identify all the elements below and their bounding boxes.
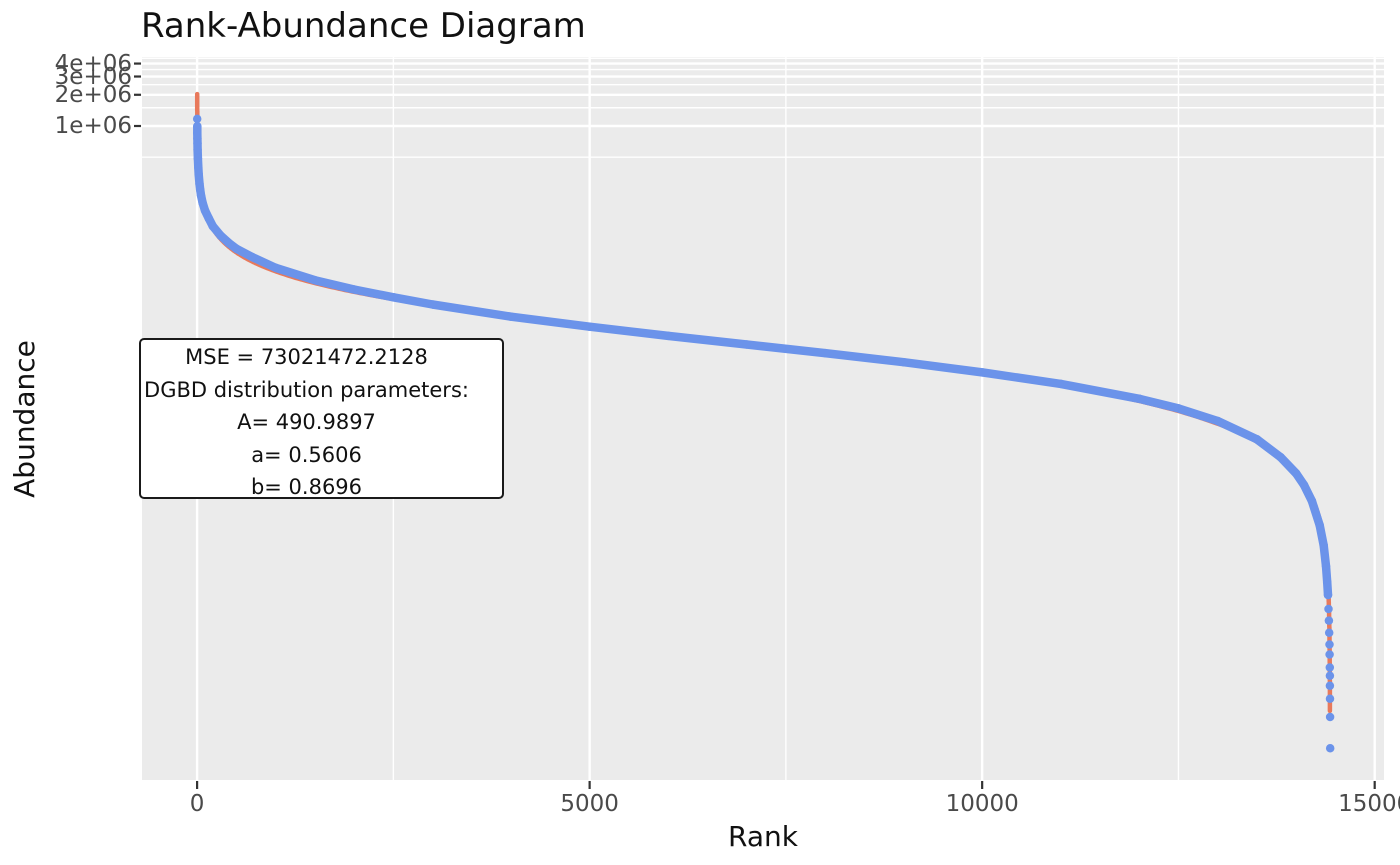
observed-point bbox=[1325, 640, 1334, 649]
observed-point bbox=[1325, 694, 1335, 703]
x-tick-label: 0 bbox=[189, 791, 205, 817]
observed-point bbox=[1213, 416, 1222, 426]
observed-point bbox=[1325, 712, 1335, 722]
observed-point bbox=[1325, 663, 1335, 672]
observed-point bbox=[194, 163, 203, 172]
annotation-line-header: DGBD distribution parameters: bbox=[144, 377, 469, 402]
observed-point bbox=[193, 121, 202, 131]
x-tick-label: 5000 bbox=[560, 791, 619, 817]
observed-point bbox=[1324, 604, 1333, 614]
observed-point bbox=[428, 300, 437, 309]
y-tick-label: 4e+06 bbox=[54, 50, 132, 77]
observed-point bbox=[899, 357, 908, 367]
observed-point bbox=[1325, 671, 1335, 680]
observed-point bbox=[1307, 496, 1317, 506]
observed-point bbox=[585, 322, 594, 331]
observed-point bbox=[224, 238, 233, 247]
observed-point bbox=[389, 293, 398, 302]
x-axis-title: Rank bbox=[728, 820, 798, 853]
observed-point bbox=[1291, 469, 1301, 478]
annotation-line-param-b: b= 0.8696 bbox=[250, 475, 363, 499]
observed-point bbox=[1276, 452, 1285, 462]
observed-point bbox=[1299, 480, 1309, 490]
observed-point bbox=[193, 154, 203, 163]
observed-point bbox=[247, 252, 257, 262]
observed-point bbox=[208, 221, 218, 231]
observed-point bbox=[1174, 404, 1183, 413]
x-tick-label: 15000 bbox=[1338, 791, 1400, 817]
annotation-line-param-a: a= 0.5606 bbox=[251, 442, 362, 467]
observed-point bbox=[1134, 394, 1144, 404]
y-tick-label: 1e+06 bbox=[54, 113, 132, 139]
y-axis-title: Abundance bbox=[8, 340, 41, 498]
observed-point bbox=[1323, 590, 1333, 600]
y-tick-label: 2e+06 bbox=[54, 81, 132, 108]
observed-point bbox=[742, 340, 751, 349]
observed-point bbox=[204, 214, 214, 223]
y-tick-label: 3e+06 bbox=[54, 63, 132, 90]
observed-point bbox=[196, 190, 206, 200]
observed-point bbox=[310, 275, 320, 285]
observed-point bbox=[216, 231, 225, 240]
observed-point bbox=[1325, 681, 1335, 691]
observed-point bbox=[1056, 379, 1065, 389]
annotation-line-param-A: A= 490.9897 bbox=[237, 410, 376, 434]
chart-title: Rank-Abundance Diagram bbox=[141, 6, 586, 46]
observed-point bbox=[1319, 541, 1328, 550]
observed-point bbox=[1321, 561, 1331, 571]
observed-point bbox=[194, 170, 203, 179]
observed-point bbox=[1252, 435, 1262, 444]
observed-point bbox=[1322, 577, 1332, 587]
observed-point bbox=[1325, 650, 1334, 659]
observed-point bbox=[349, 285, 359, 294]
observed-point bbox=[1324, 628, 1334, 637]
observed-point bbox=[820, 348, 830, 358]
observed-point bbox=[198, 198, 207, 207]
observed-point bbox=[663, 331, 673, 341]
observed-point bbox=[977, 368, 987, 377]
observed-point bbox=[200, 206, 210, 215]
annotation-box: MSE = 73021472.2128 DGBD distribution pa… bbox=[139, 338, 504, 499]
observed-point bbox=[193, 145, 202, 155]
x-tick-label: 10000 bbox=[945, 791, 1019, 817]
observed-point bbox=[271, 263, 280, 273]
observed-point bbox=[193, 138, 202, 148]
observed-point bbox=[1315, 521, 1324, 530]
observed-point bbox=[1325, 743, 1335, 753]
observed-point bbox=[232, 244, 241, 253]
observed-point bbox=[1324, 616, 1334, 625]
observed-point bbox=[192, 114, 202, 124]
observed-point bbox=[506, 312, 516, 321]
annotation-line-mse: MSE = 73021472.2128 bbox=[185, 345, 428, 369]
